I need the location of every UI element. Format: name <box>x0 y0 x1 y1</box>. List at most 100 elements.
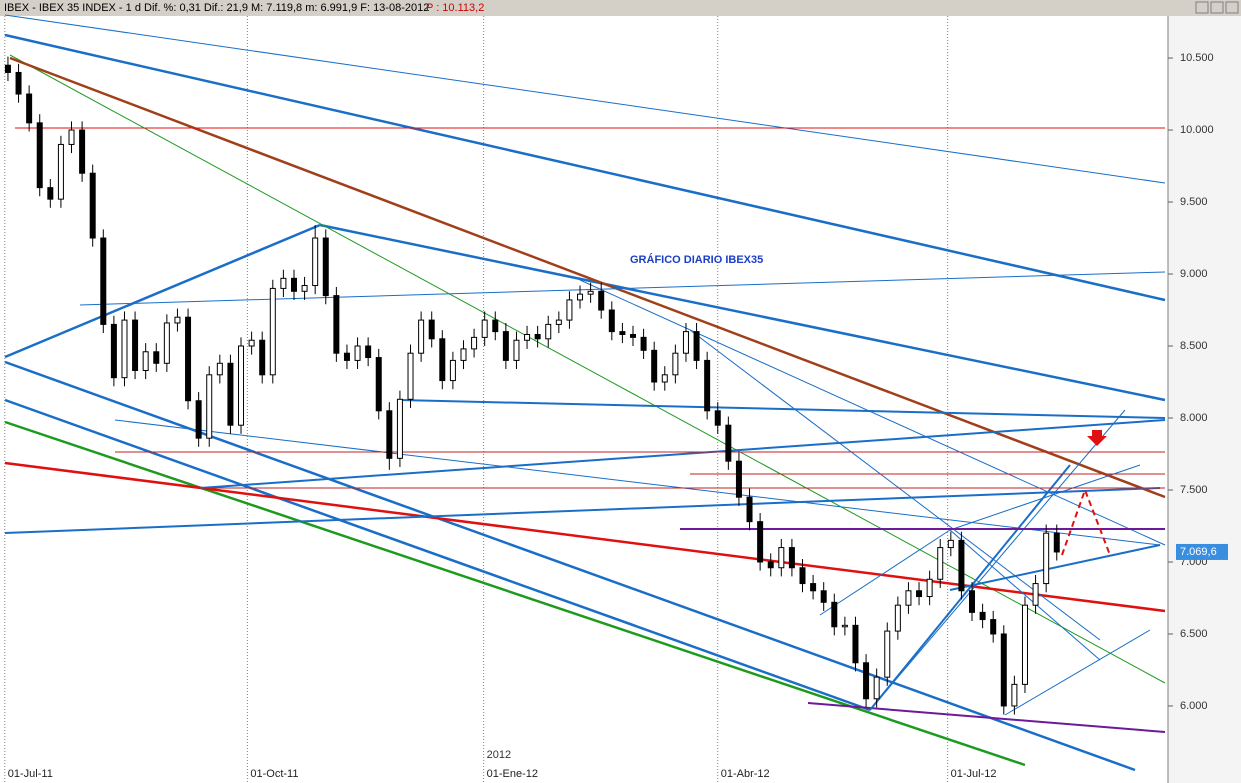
candle-body <box>640 336 647 351</box>
candle-body <box>629 333 636 338</box>
candle-body <box>1043 532 1050 585</box>
candle-body <box>841 624 848 628</box>
trendline <box>4 420 1026 767</box>
trendline <box>807 702 1166 733</box>
candle-body <box>269 287 276 376</box>
candle-body <box>312 237 319 287</box>
last-price-label: 7.069,6 <box>1180 546 1217 558</box>
trendline <box>4 487 1161 534</box>
candle-body <box>863 662 870 700</box>
close-button[interactable] <box>1225 1 1239 14</box>
candle-body <box>227 362 234 426</box>
candle-body <box>449 359 456 382</box>
candle-body <box>132 319 139 371</box>
trendline <box>4 33 1166 302</box>
x-tick-label: 01-Ene-12 <box>487 768 538 780</box>
candle-body <box>555 319 562 325</box>
annotation: GRÁFICO DIARIO IBEX35 <box>630 253 763 266</box>
trendline <box>949 464 1141 531</box>
candle-body <box>894 604 901 632</box>
candle-body <box>545 323 552 340</box>
candle-body <box>460 348 467 361</box>
candle-body <box>566 299 573 321</box>
projection <box>1061 487 1111 556</box>
candle-body <box>619 331 626 335</box>
candle-body <box>322 237 329 297</box>
y-tick-label: 7.500 <box>1180 484 1208 496</box>
candle-body <box>79 129 86 174</box>
y-tick-label: 8.500 <box>1180 340 1208 352</box>
candle-body <box>799 567 806 585</box>
trendline <box>79 271 1166 306</box>
candle-body <box>110 323 117 379</box>
candle-body <box>216 362 223 376</box>
candle-body <box>481 319 488 338</box>
candle-body <box>714 410 721 426</box>
candle-body <box>577 293 584 301</box>
candle-body <box>47 187 54 200</box>
candle-body <box>68 129 75 145</box>
y-tick-label: 10.500 <box>1180 52 1214 64</box>
candle-body <box>386 410 393 459</box>
candle-body <box>153 351 160 364</box>
candle-body <box>969 590 976 613</box>
candle-body <box>174 316 181 324</box>
candle-body <box>672 352 679 376</box>
candle-body <box>15 71 22 95</box>
candle-body <box>831 601 838 628</box>
maximize-button[interactable] <box>1210 1 1224 14</box>
candle-body <box>396 398 403 459</box>
candle-body <box>248 339 255 347</box>
candle-body <box>905 590 912 606</box>
x-tick-label: 01-Abr-12 <box>721 768 770 780</box>
trendline <box>114 419 1161 546</box>
candle-body <box>163 322 170 364</box>
candle-body <box>57 143 64 200</box>
y-tick-label: 9.500 <box>1180 196 1208 208</box>
candle-body <box>121 319 128 379</box>
candle-body <box>820 590 827 603</box>
candle-body <box>1000 633 1007 707</box>
year-label: 2012 <box>487 749 511 761</box>
candle-body <box>587 290 594 295</box>
candle-body <box>725 424 732 462</box>
candle-body <box>280 277 287 289</box>
candle-body <box>767 561 774 569</box>
candle-body <box>492 319 499 333</box>
candle-body <box>100 237 107 325</box>
candle-body <box>26 93 33 124</box>
candle-body <box>916 590 923 598</box>
trendline <box>199 419 1166 489</box>
candle-body <box>365 345 372 359</box>
minimize-button[interactable] <box>1195 1 1209 14</box>
candle-body <box>598 290 605 311</box>
candle-body <box>1053 532 1060 553</box>
candle-body <box>524 333 531 341</box>
candle-body <box>979 611 986 621</box>
candle-body <box>704 359 711 412</box>
candle-body <box>375 357 382 412</box>
candle-body <box>513 339 520 361</box>
candle-body <box>937 547 944 580</box>
last-price-box <box>1176 543 1228 560</box>
y-axis-area <box>1168 16 1241 783</box>
x-tick-label: 01-Jul-11 <box>8 768 53 780</box>
x-axis-area <box>0 765 1168 783</box>
candle-body <box>89 172 96 239</box>
trendline <box>949 544 1161 591</box>
trendline <box>399 399 1166 419</box>
window-buttons <box>1195 1 1239 14</box>
candle-body <box>1021 604 1028 685</box>
trendline <box>319 223 1166 402</box>
trendline <box>4 223 321 359</box>
candle-body <box>651 349 658 383</box>
candle-body <box>428 319 435 340</box>
trendline <box>819 529 951 616</box>
trendline <box>869 464 1071 711</box>
candle-body <box>608 309 615 333</box>
trendline <box>689 329 1101 641</box>
candle-body <box>354 345 361 361</box>
candle-body <box>810 583 817 592</box>
